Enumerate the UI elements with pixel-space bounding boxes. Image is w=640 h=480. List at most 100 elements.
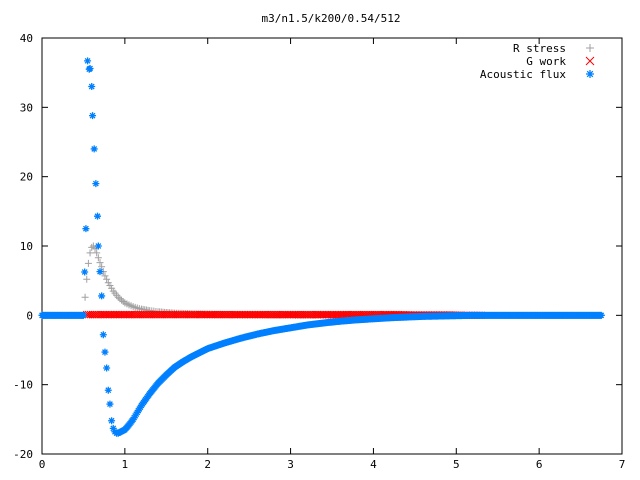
- x-tick-label: 0: [39, 458, 46, 471]
- plus-marker: [94, 254, 102, 262]
- cross-marker: [86, 310, 95, 319]
- cross-marker: [223, 310, 231, 319]
- cross-marker: [134, 310, 143, 319]
- cross-marker: [219, 310, 228, 319]
- cross-marker: [88, 310, 97, 319]
- cross-marker: [217, 310, 226, 319]
- cross-marker: [188, 310, 196, 319]
- cross-marker: [265, 310, 274, 319]
- cross-marker: [304, 310, 312, 319]
- plus-marker: [103, 275, 111, 283]
- cross-marker: [84, 310, 93, 319]
- plus-marker: [88, 243, 96, 251]
- cross-marker: [212, 310, 220, 319]
- star-marker: [82, 225, 90, 233]
- plus-marker: [101, 272, 109, 280]
- star-marker: [103, 364, 111, 372]
- star-marker: [96, 268, 104, 276]
- cross-marker: [186, 310, 195, 319]
- star-marker: [79, 311, 87, 319]
- star-marker: [108, 417, 116, 425]
- star-marker: [94, 212, 102, 220]
- x-tick-label: 3: [287, 458, 294, 471]
- cross-marker: [166, 310, 174, 319]
- star-marker: [597, 311, 605, 319]
- cross-marker: [182, 310, 191, 319]
- cross-marker: [272, 310, 281, 319]
- legend-marker: [586, 70, 594, 78]
- legend-label: G work: [526, 55, 566, 68]
- cross-marker: [184, 310, 193, 319]
- cross-marker: [131, 310, 139, 319]
- cross-marker: [92, 310, 101, 319]
- cross-marker: [173, 310, 182, 319]
- cross-marker: [300, 310, 309, 319]
- cross-marker: [147, 310, 156, 319]
- plus-marker: [83, 275, 91, 283]
- cross-marker: [142, 310, 150, 319]
- legend-marker: [586, 44, 594, 52]
- star-marker: [81, 268, 89, 276]
- legend-label: Acoustic flux: [480, 68, 566, 81]
- cross-marker: [298, 310, 307, 319]
- cross-marker: [296, 310, 305, 319]
- star-marker: [101, 348, 109, 356]
- cross-marker: [213, 310, 222, 319]
- cross-marker: [179, 310, 187, 319]
- cross-marker: [140, 310, 149, 319]
- star-marker: [84, 57, 92, 65]
- cross-marker: [156, 310, 165, 319]
- cross-marker: [585, 56, 595, 66]
- x-tick-label: 4: [370, 458, 377, 471]
- cross-marker: [151, 310, 160, 319]
- cross-marker: [175, 310, 184, 319]
- cross-marker: [190, 310, 198, 319]
- plot-frame: [41, 37, 623, 455]
- star-marker: [99, 331, 107, 339]
- star-marker: [109, 424, 117, 432]
- cross-marker: [169, 310, 178, 319]
- cross-marker: [306, 310, 314, 319]
- x-tick-label: 5: [453, 458, 460, 471]
- y-tick-label: 20: [20, 171, 33, 184]
- plus-marker: [86, 249, 94, 257]
- cross-marker: [164, 310, 172, 319]
- star-marker: [88, 83, 96, 91]
- data-marks: [38, 57, 605, 437]
- star-marker: [89, 112, 97, 120]
- cross-marker: [215, 310, 224, 319]
- cross-marker: [167, 310, 176, 319]
- y-tick-label: 30: [20, 101, 33, 114]
- y-tick-label: -10: [13, 379, 33, 392]
- cross-marker: [90, 310, 99, 319]
- star-marker: [94, 242, 102, 250]
- cross-marker: [160, 310, 169, 319]
- plus-marker: [81, 293, 89, 301]
- star-marker: [104, 386, 112, 394]
- star-marker: [106, 400, 114, 408]
- chart-title: m3/n1.5/k200/0.54/512: [261, 12, 400, 25]
- plus-marker: [586, 44, 594, 52]
- legend-label: R stress: [513, 42, 566, 55]
- star-marker: [86, 65, 94, 73]
- y-tick-label: -20: [13, 448, 33, 461]
- cross-marker: [171, 310, 180, 319]
- plus-marker: [119, 297, 127, 305]
- star-marker: [98, 292, 106, 300]
- series-acoustic-flux: [38, 57, 605, 437]
- x-tick-label: 2: [204, 458, 211, 471]
- cross-marker: [158, 310, 167, 319]
- cross-marker: [180, 310, 189, 319]
- cross-marker: [153, 310, 161, 319]
- star-marker: [586, 70, 594, 78]
- y-tick-label: 40: [20, 32, 33, 45]
- cross-marker: [295, 310, 303, 319]
- cross-marker: [144, 310, 152, 319]
- cross-marker: [138, 310, 147, 319]
- x-tick-label: 7: [619, 458, 626, 471]
- plus-marker: [84, 259, 92, 267]
- cross-marker: [221, 310, 230, 319]
- x-tick-label: 1: [122, 458, 129, 471]
